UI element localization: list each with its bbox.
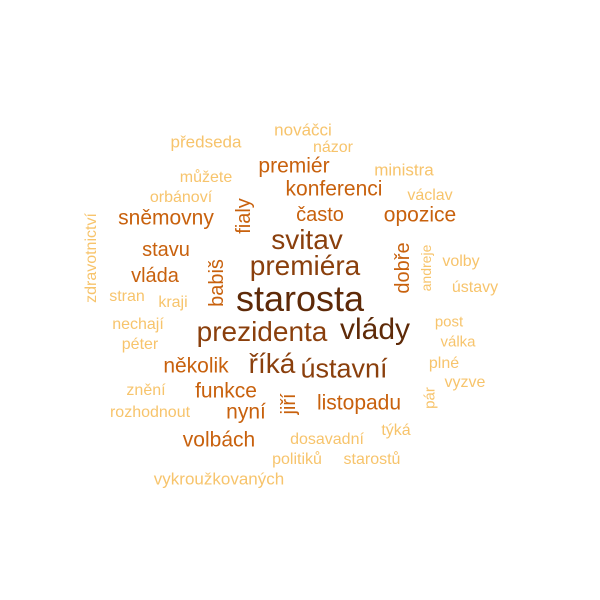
word-peter: péter <box>121 336 159 353</box>
word-listopadu: listopadu <box>316 391 402 415</box>
word-snemovny: sněmovny <box>118 206 214 230</box>
word-tyka: týká <box>381 422 411 439</box>
word-prezidenta: prezidenta <box>196 316 328 347</box>
word-kraji: kraji <box>158 294 188 311</box>
word-nyni: nyní <box>226 400 266 424</box>
word-funkce: funkce <box>195 379 257 403</box>
word-ministra: ministra <box>374 160 434 180</box>
word-dobre: dobře <box>392 242 414 294</box>
word-fialy: fialy <box>233 198 255 234</box>
word-premier: premiér <box>258 154 330 178</box>
word-andreje: andreje <box>418 244 434 292</box>
word-vaclav: václav <box>407 187 453 204</box>
word-plne: plné <box>428 355 460 372</box>
word-par: pár <box>421 387 439 409</box>
word-politiku: politiků <box>272 451 322 468</box>
word-volby: volby <box>442 253 480 270</box>
word-vlada: vláda <box>131 265 179 287</box>
word-predseda: předseda <box>170 132 242 152</box>
word-rozhodnout: rozhodnout <box>109 404 191 421</box>
word-starostu: starostů <box>343 451 401 468</box>
word-svitav: svitav <box>271 224 343 255</box>
word-muzete: můžete <box>179 169 233 186</box>
word-ustavni: ústavní <box>300 353 388 384</box>
word-zneni: znění <box>126 382 166 399</box>
word-novacci: nováčci <box>274 120 332 140</box>
word-ustavy: ústavy <box>451 279 499 296</box>
word-casto: často <box>296 204 344 226</box>
word-valka: válka <box>440 333 476 351</box>
word-zdravotnictvi: zdravotnictví <box>83 213 100 303</box>
word-dosavadni: dosavadní <box>290 431 364 448</box>
word-nechaji: nechají <box>112 316 164 333</box>
word-orbanovi: orbánoví <box>149 189 213 206</box>
word-vlady: vlády <box>339 313 411 346</box>
word-nazor: názor <box>312 139 354 156</box>
word-opozice: opozice <box>383 203 457 227</box>
word-jiri: jiří <box>278 393 300 415</box>
word-starosta: starosta <box>235 278 365 319</box>
word-rika: říká <box>248 348 296 379</box>
word-vykrouzkovanych: vykroužkovaných <box>153 469 285 489</box>
word-post: post <box>434 313 464 331</box>
word-premiera: premiéra <box>249 250 361 281</box>
word-volbach: volbách <box>182 428 256 452</box>
word-babis: babiš <box>206 259 228 307</box>
word-nekolik: několik <box>163 354 229 378</box>
word-vyzve: vyzve <box>444 374 486 391</box>
word-stran: stran <box>109 288 145 305</box>
word-stavu: stavu <box>142 239 190 261</box>
word-konferenci: konferenci <box>285 177 383 201</box>
